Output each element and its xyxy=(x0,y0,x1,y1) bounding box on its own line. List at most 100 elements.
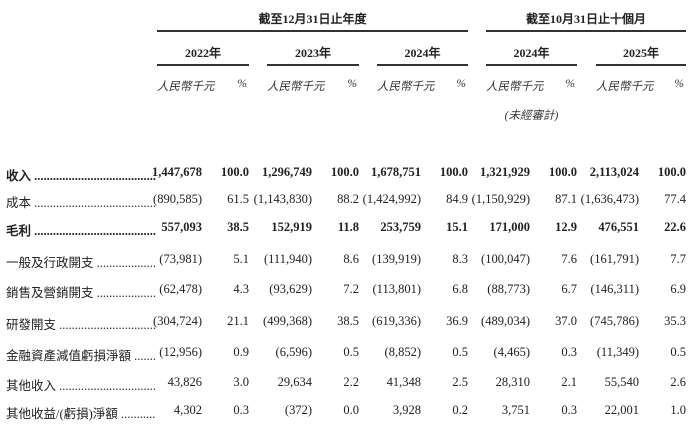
pct-cell: 6.8 xyxy=(452,282,468,296)
amount-cell: 43,826 xyxy=(167,375,202,389)
amount-cell: 1,321,929 xyxy=(480,165,530,179)
amount-cell: 476,551 xyxy=(598,220,639,234)
amount-cell: (146,311) xyxy=(590,282,640,296)
year-header: 2025年 xyxy=(622,46,659,60)
amount-cell: 557,093 xyxy=(161,220,202,234)
row-label-text: 銷售及營銷開支 xyxy=(6,286,94,300)
pct-cell: 2.1 xyxy=(561,375,577,389)
amount-cell: (1,150,929) xyxy=(471,192,530,206)
pct-cell: 38.5 xyxy=(227,220,249,234)
divider xyxy=(377,64,468,66)
pct-cell: 21.1 xyxy=(227,314,249,328)
pct-cell: 0.3 xyxy=(233,403,249,417)
divider xyxy=(157,30,468,32)
divider xyxy=(486,64,577,66)
row-label-text: 研發開支 xyxy=(6,318,57,332)
divider xyxy=(267,64,359,66)
row-label-text: 其他收入 xyxy=(6,379,57,393)
amount-cell: (745,786) xyxy=(590,314,639,328)
pct-cell: 6.7 xyxy=(561,282,577,296)
amount-cell: (304,724) xyxy=(153,314,202,328)
pct-cell: 84.9 xyxy=(446,192,468,206)
pct-cell: 3.0 xyxy=(233,375,249,389)
unit-pct: % xyxy=(237,78,247,90)
amount-cell: (1,143,830) xyxy=(253,192,312,206)
dot-leader: ........................................ xyxy=(59,379,156,393)
amount-cell: 152,919 xyxy=(271,220,312,234)
pct-cell: 0.2 xyxy=(452,403,468,417)
row-label: 其他收入 ...................................… xyxy=(6,375,156,394)
pct-cell: 15.1 xyxy=(446,220,468,234)
divider xyxy=(596,64,686,66)
amount-cell: 22,001 xyxy=(604,403,639,417)
pct-cell: 12.9 xyxy=(555,220,577,234)
pct-cell: 2.2 xyxy=(343,375,359,389)
amount-cell: (1,424,992) xyxy=(362,192,421,206)
amount-cell: (88,773) xyxy=(487,282,530,296)
amount-cell: (4,465) xyxy=(493,345,530,359)
row-label: 其他收益/(虧損)淨額 ............................… xyxy=(6,403,156,422)
amount-cell: (499,368) xyxy=(263,314,312,328)
amount-cell: (93,629) xyxy=(269,282,312,296)
row-label-text: 一般及行政開支 xyxy=(6,256,94,270)
row-label: 銷售及營銷開支 ................................… xyxy=(6,282,156,301)
row-label: 成本 .....................................… xyxy=(6,192,156,211)
amount-cell: (62,478) xyxy=(159,282,202,296)
amount-cell: 171,000 xyxy=(489,220,530,234)
divider xyxy=(486,30,686,32)
dot-leader: ........................................ xyxy=(59,318,156,332)
row-label: 一般及行政開支 ................................… xyxy=(6,252,156,271)
dot-leader: ........................................ xyxy=(96,256,156,270)
pct-cell: 8.3 xyxy=(452,252,468,266)
amount-cell: 4,302 xyxy=(173,403,202,417)
row-label-text: 毛利 xyxy=(6,224,32,238)
pct-cell: 6.9 xyxy=(670,282,686,296)
unit-pct: % xyxy=(674,78,684,90)
unit-pct: % xyxy=(565,78,575,90)
row-label: 金融資產減值虧損淨額 .............................… xyxy=(6,345,156,364)
amount-cell: (161,791) xyxy=(590,252,639,266)
amount-cell: (113,801) xyxy=(372,282,422,296)
amount-cell: 3,928 xyxy=(392,403,421,417)
dot-leader: ........................................ xyxy=(31,196,156,210)
amount-cell: (111,940) xyxy=(263,252,312,266)
pct-cell: 100.0 xyxy=(439,165,468,179)
unaudited-note: (未經審計) xyxy=(504,110,559,122)
amount-cell: (6,596) xyxy=(275,345,312,359)
pct-cell: 4.3 xyxy=(233,282,249,296)
amount-cell: 1,447,678 xyxy=(152,165,202,179)
pct-cell: 2.6 xyxy=(670,375,686,389)
amount-cell: (8,852) xyxy=(384,345,421,359)
year-header: 2024年 xyxy=(513,46,550,60)
row-label-text: 其他收益/(虧損)淨額 xyxy=(6,407,118,421)
pct-cell: 1.0 xyxy=(670,403,686,417)
pct-cell: 0.3 xyxy=(561,403,577,417)
amount-cell: (619,336) xyxy=(372,314,421,328)
amount-cell: 29,634 xyxy=(277,375,312,389)
header-ten-months: 截至10月31日止十個月 xyxy=(525,12,646,26)
row-label: 收入 .....................................… xyxy=(6,165,156,184)
dot-leader: ........................................ xyxy=(31,224,156,238)
year-header: 2024年 xyxy=(404,46,441,60)
pct-cell: 5.1 xyxy=(233,252,249,266)
amount-cell: 1,678,751 xyxy=(371,165,421,179)
pct-cell: 7.7 xyxy=(670,252,686,266)
pct-cell: 8.6 xyxy=(343,252,359,266)
year-header: 2023年 xyxy=(294,46,331,60)
row-label-text: 收入 xyxy=(6,169,32,183)
amount-cell: (12,956) xyxy=(159,345,202,359)
row-label: 研發開支 ...................................… xyxy=(6,314,156,333)
amount-cell: (100,047) xyxy=(481,252,530,266)
pct-cell: 36.9 xyxy=(446,314,468,328)
unit-amount: 人民幣千元 xyxy=(596,81,654,93)
pct-cell: 77.4 xyxy=(664,192,686,206)
pct-cell: 0.0 xyxy=(343,403,359,417)
pct-cell: 7.2 xyxy=(343,282,359,296)
row-label: 毛利 .....................................… xyxy=(6,220,156,239)
amount-cell: 3,751 xyxy=(501,403,530,417)
divider xyxy=(157,64,249,66)
row-label-text: 金融資產減值虧損淨額 xyxy=(6,349,132,363)
dot-leader: ........................................ xyxy=(120,407,156,421)
pct-cell: 88.2 xyxy=(337,192,359,206)
unit-amount: 人民幣千元 xyxy=(377,81,435,93)
